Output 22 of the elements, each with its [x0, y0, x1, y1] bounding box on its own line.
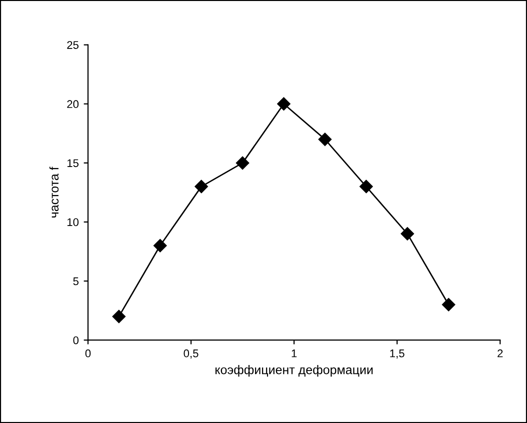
y-tick-label: 5 [73, 277, 79, 286]
point [236, 156, 250, 170]
point [112, 310, 126, 324]
point [442, 298, 456, 312]
x-axis-title: коэффициент деформации [216, 365, 373, 377]
x-tick-label: 0 [85, 349, 91, 358]
x-tick-label: 1 [292, 350, 297, 358]
x-tick-label: 1,5 [390, 350, 404, 359]
point [318, 132, 332, 146]
point [194, 180, 208, 194]
y-axis-title: частота f [49, 166, 59, 218]
x-tick-label: 2 [498, 349, 503, 358]
point [277, 97, 290, 110]
y-tick-label: 20 [67, 100, 79, 108]
x-tick-label: 0,5 [184, 349, 198, 359]
y-tick-label: 25 [67, 41, 79, 49]
point [360, 180, 373, 194]
point [154, 239, 167, 252]
y-tick-label: 15 [67, 159, 79, 168]
y-tick-label: 10 [67, 218, 79, 226]
point [400, 227, 414, 240]
y-tick-label: 0 [73, 336, 79, 344]
